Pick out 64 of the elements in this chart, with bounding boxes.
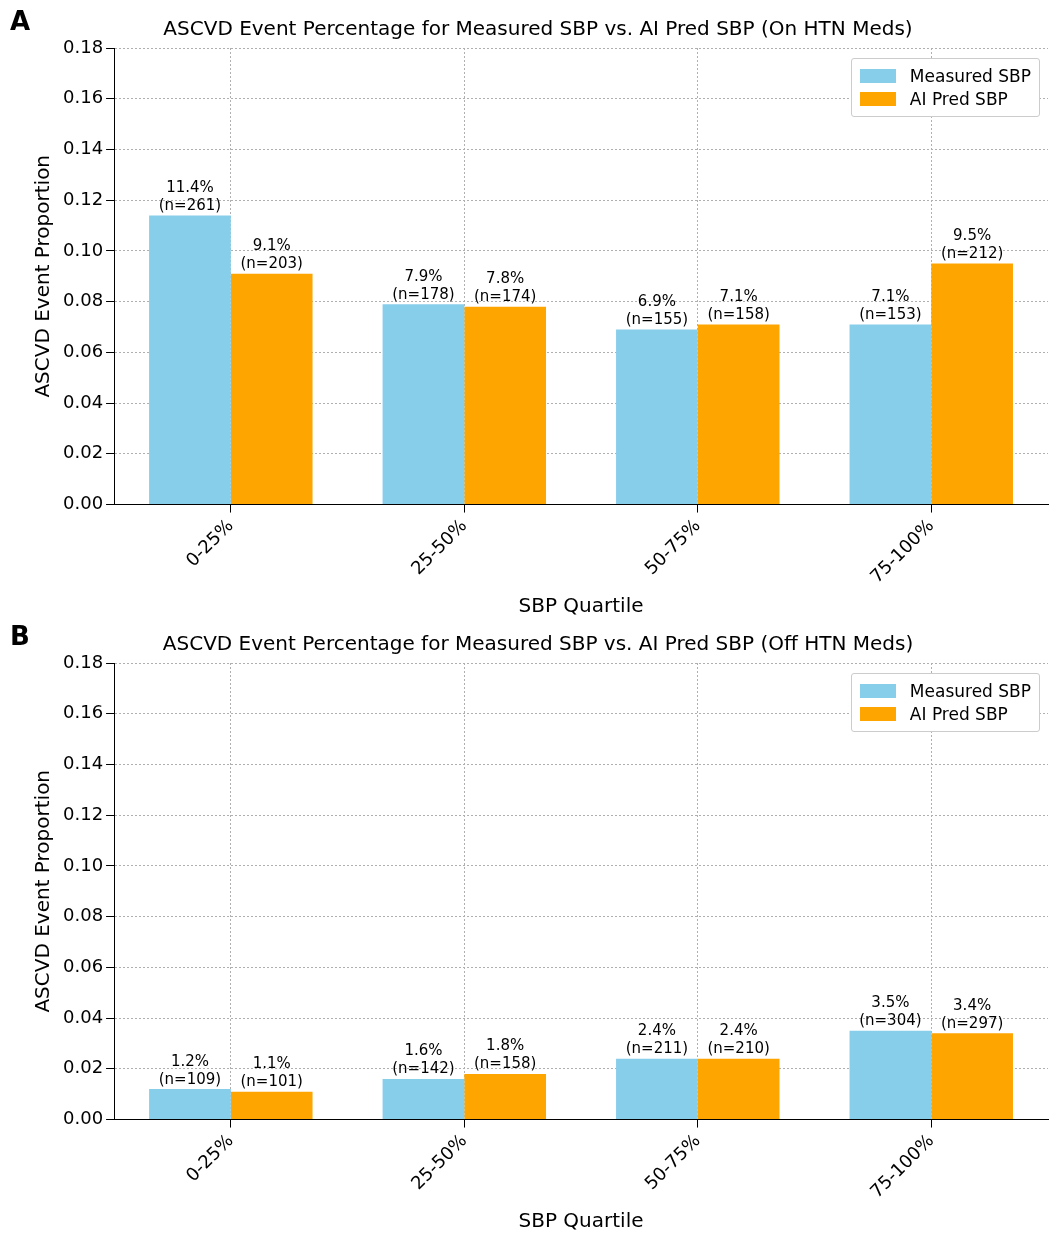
bar [464,1073,547,1120]
legend-label: Measured SBP [909,66,1031,86]
y-axis-title: ASCVD Event Proportion [30,769,55,1013]
bar [382,1078,465,1120]
bar [931,1033,1013,1120]
y-tick-label: 0.14 [63,137,104,159]
y-tick-label: 0.04 [63,1005,104,1027]
data-label: 1.1% (n=101) [240,1054,303,1091]
x-axis-title: SBP Quartile [518,1208,644,1233]
y-tick-label: 0.02 [63,441,104,463]
y-tick-label: 0.18 [63,35,104,57]
y-tick-label: 0.10 [63,238,104,260]
y-tick-label: 0.02 [63,1056,104,1078]
bar [149,1089,231,1120]
y-tick-label: 0.08 [63,289,104,311]
data-label: 1.8% (n=158) [473,1036,537,1073]
y-tick-label: 0.14 [63,752,104,774]
data-label: 9.5% (n=212) [940,225,1004,262]
bar [849,1030,932,1120]
chart-title: ASCVD Event Percentage for Measured SBP vs. AI Pred SBP (On HTN Meds) [163,16,913,41]
y-axis-title: ASCVD Event Proportion [30,154,55,398]
y-tick-label: 0.04 [63,390,104,412]
y-tick-label: 0.12 [63,187,104,209]
data-label: 7.9% (n=178) [392,266,455,303]
bar [931,263,1013,505]
y-tick-label: 0.18 [63,650,104,672]
data-label: 3.5% (n=304) [859,993,922,1030]
y-tick-label: 0.10 [63,853,104,875]
text: A [10,5,31,36]
y-tick-label: 0.16 [63,701,104,723]
data-label: 2.4% (n=210) [707,1021,770,1058]
x-axis-title: SBP Quartile [518,593,644,618]
data-label: 7.8% (n=174) [473,269,537,306]
bar [382,304,465,505]
legend-label: Measured SBP [909,681,1031,701]
bar [230,1091,313,1120]
data-label: 9.1% (n=203) [240,236,303,273]
text: B [10,620,30,651]
bar [464,306,547,505]
bar [849,324,932,505]
y-tick-label: 0.06 [63,955,104,977]
data-label: 1.2% (n=109) [158,1051,222,1088]
data-label: 3.4% (n=297) [940,995,1004,1032]
y-tick-label: 0.06 [63,340,104,362]
legend-label: AI Pred SBP [909,89,1008,109]
bar [230,273,313,505]
legend-label: AI Pred SBP [909,704,1008,724]
bar [149,215,231,505]
bar [616,329,698,505]
data-label: 11.4% (n=261) [158,177,222,214]
y-tick-label: 0.00 [63,1107,104,1129]
y-tick-label: 0.08 [63,904,104,926]
data-label: 7.1% (n=153) [859,286,922,323]
data-label: 6.9% (n=155) [625,291,689,328]
y-tick-label: 0.16 [63,86,104,108]
data-label: 1.6% (n=142) [392,1041,455,1078]
data-label: 7.1% (n=158) [707,286,770,323]
y-tick-label: 0.00 [63,492,104,514]
bar [697,324,780,505]
bar [697,1058,780,1120]
data-label: 2.4% (n=211) [625,1021,689,1058]
bar [616,1058,698,1120]
y-tick-label: 0.12 [63,802,104,824]
chart-title: ASCVD Event Percentage for Measured SBP vs. AI Pred SBP (Off HTN Meds) [162,631,914,656]
